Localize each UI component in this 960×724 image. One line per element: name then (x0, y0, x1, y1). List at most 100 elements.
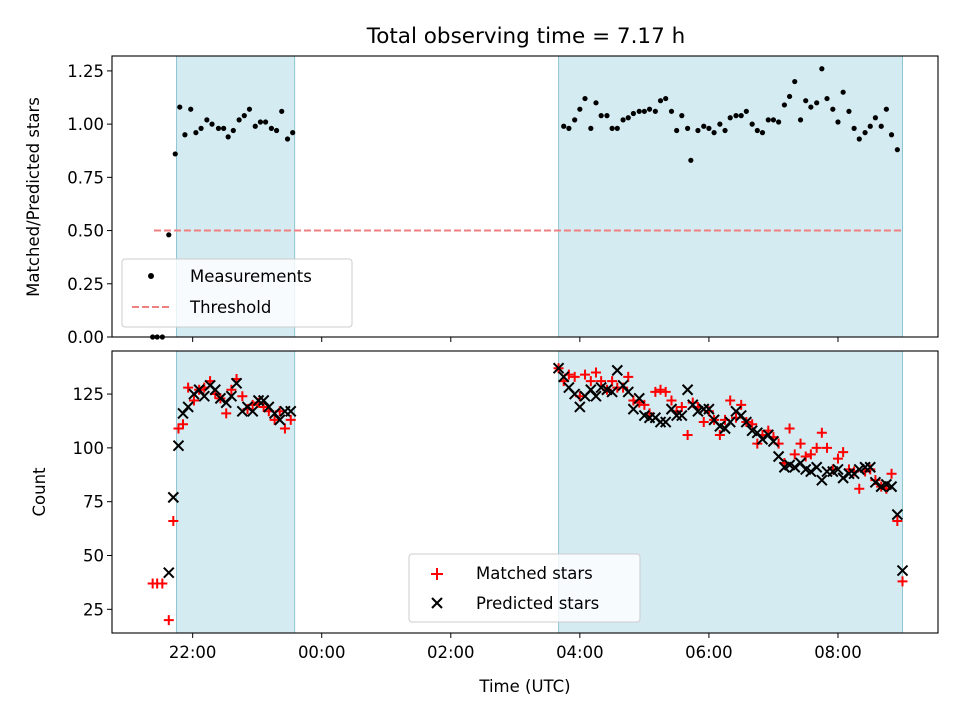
x-tick-label: 08:00 (814, 643, 862, 662)
legend-matched-marker (431, 568, 443, 580)
measurement-point (620, 117, 626, 123)
predicted-star-point (633, 392, 645, 405)
measurement-point (711, 130, 717, 136)
predicted-star-point (182, 401, 194, 413)
predicted-star-point (891, 508, 904, 521)
bottom-star-points (147, 362, 909, 626)
measurement-point (215, 125, 222, 131)
measurement-point (867, 123, 873, 129)
predicted-star-point (606, 386, 618, 398)
matched-star-point (585, 376, 596, 387)
measurement-point (883, 106, 889, 112)
y-tick-label: 1.25 (67, 62, 104, 81)
measurement-point (230, 127, 236, 134)
measurement-point (625, 115, 631, 121)
measurement-point (749, 121, 755, 127)
top-y-axis-label: Matched/Predicted stars (24, 97, 43, 297)
legend-matched-label: Matched stars (476, 564, 593, 583)
measurement-point (252, 123, 258, 129)
predicted-star-point (859, 461, 871, 473)
matched-star-point (168, 516, 179, 527)
predicted-star-point (772, 450, 785, 463)
matched-star-point (854, 483, 865, 494)
top-legend-box (121, 258, 353, 328)
predicted-star-point (810, 461, 823, 473)
legend-threshold-label: Threshold (189, 298, 271, 317)
measurement-point (198, 125, 204, 131)
matched-star-point (655, 384, 666, 395)
measurement-point (797, 117, 804, 123)
measurement-point (273, 127, 280, 134)
measurement-point (604, 113, 610, 119)
bottom-x-ticks: 22:00 00:00 02:00 04:00 06:00 08:00 (169, 633, 862, 662)
bottom-y-ticks: 25 50 75 100 125 (73, 385, 112, 619)
predicted-star-point (740, 416, 753, 428)
predicted-star-point (167, 491, 180, 504)
matched-star-point (666, 395, 677, 406)
measurement-point (878, 123, 884, 129)
predicted-star-point (172, 440, 185, 452)
matched-star-point (279, 423, 290, 434)
measurement-point (636, 108, 642, 114)
predicted-star-point (864, 461, 876, 473)
matched-star-point (163, 615, 174, 626)
y-tick-label: 1.00 (67, 115, 104, 134)
measurement-point (765, 117, 771, 123)
measurement-point (685, 125, 691, 131)
y-tick-label: 0.75 (67, 168, 104, 187)
legend-measurements-label: Measurements (190, 267, 312, 286)
shaded-interval (176, 350, 296, 634)
matched-star-point (596, 376, 607, 387)
legend-measurements-marker (148, 273, 154, 279)
matched-star-point (698, 417, 709, 428)
matched-star-point (800, 451, 811, 462)
matched-star-point (269, 414, 280, 425)
y-tick-label: 125 (73, 385, 105, 404)
measurement-point (738, 113, 744, 119)
measurement-point (872, 115, 879, 121)
measurement-point (193, 130, 199, 136)
bottom-y-axis-label: Count (30, 467, 49, 517)
predicted-star-point (896, 564, 909, 577)
matched-star-point (811, 442, 822, 453)
predicted-star-point (698, 403, 710, 415)
measurement-point (630, 110, 637, 117)
measurement-point (561, 123, 567, 129)
predicted-star-point (611, 364, 623, 377)
measurement-point (776, 119, 782, 125)
measurement-point (290, 130, 296, 136)
measurement-point (566, 125, 572, 131)
measurement-point (609, 125, 615, 131)
matched-star-point (157, 578, 168, 589)
top-panel: 0.00 0.25 0.50 0.75 1.00 1.25 Matched/Predict… (24, 55, 939, 347)
predicted-star-point (246, 405, 259, 417)
matched-star-point (805, 449, 816, 460)
predicted-star-point (832, 463, 844, 476)
predicted-star-point (659, 416, 672, 428)
measurement-point (770, 117, 777, 123)
matched-star-point (183, 382, 194, 393)
matched-star-point (623, 371, 634, 382)
matched-star-point (892, 516, 903, 527)
predicted-star-point (590, 390, 602, 402)
measurement-point (652, 108, 658, 114)
matched-star-point (676, 401, 687, 412)
measurement-point (188, 106, 194, 112)
matched-star-point (569, 371, 580, 382)
measurement-point (840, 89, 846, 95)
matched-star-point (886, 468, 897, 479)
predicted-star-point (681, 384, 694, 396)
measurement-point (257, 119, 264, 125)
measurement-point (284, 136, 291, 142)
measurement-point (759, 130, 766, 136)
matched-star-point (285, 414, 296, 425)
predicted-star-point (552, 362, 565, 374)
measurement-point (166, 232, 172, 238)
x-axis-label: Time (UTC) (478, 677, 570, 696)
figure-title: Total observing time = 7.17 h (366, 24, 686, 49)
predicted-star-point (885, 480, 898, 493)
measurement-point (888, 132, 895, 138)
measurement-point (830, 106, 836, 112)
x-tick-label: 04:00 (556, 643, 604, 662)
matched-star-point (660, 386, 671, 397)
